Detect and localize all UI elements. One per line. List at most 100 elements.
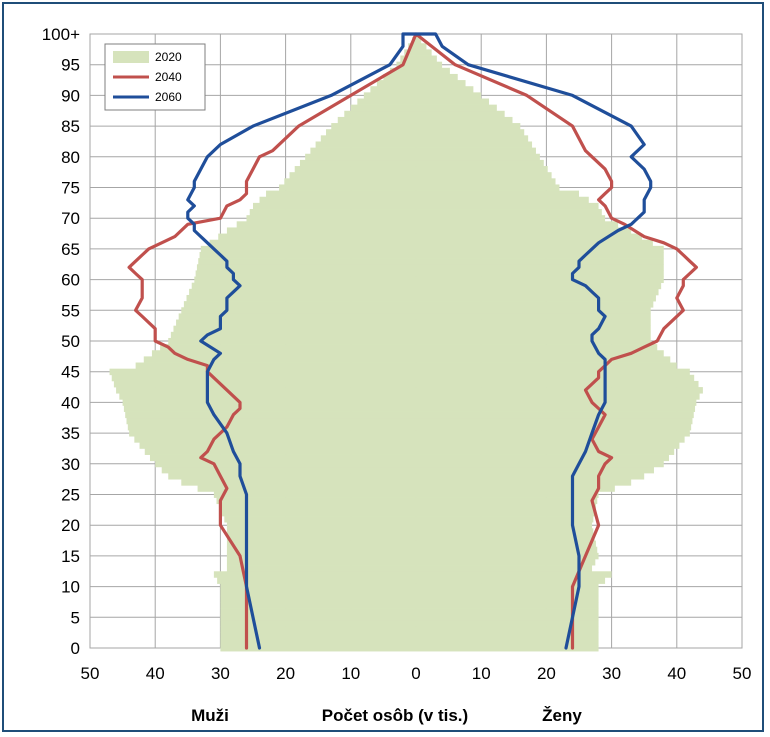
bar-2020-men — [331, 123, 416, 130]
bar-2020-women — [416, 614, 599, 621]
bar-2020-women — [416, 559, 596, 566]
y-tick-label: 100+ — [42, 25, 80, 44]
bar-2020-women — [416, 430, 690, 437]
bar-2020-men — [220, 626, 416, 634]
bar-2020-women — [416, 479, 632, 486]
bar-2020-women — [416, 571, 612, 578]
bar-2020-women — [416, 288, 659, 296]
y-tick-label: 0 — [71, 639, 80, 658]
bar-2020-men — [195, 270, 416, 277]
bar-2020-men — [198, 258, 416, 265]
bar-2020-men — [219, 503, 416, 511]
bar-2020-women — [416, 454, 669, 462]
bar-2020-women — [416, 190, 579, 198]
bar-2020-men — [220, 632, 416, 640]
bar-2020-women — [416, 313, 651, 320]
bar-2020-women — [416, 497, 598, 505]
bar-2020-women — [416, 282, 662, 290]
legend-label-2040: 2040 — [155, 70, 182, 84]
bar-2020-men — [151, 350, 416, 357]
bar-2020-men — [396, 61, 416, 69]
bar-2020-men — [220, 595, 416, 603]
y-tick-label: 95 — [61, 56, 80, 75]
bar-2020-men — [220, 614, 416, 621]
bar-2020-men — [310, 147, 416, 155]
legend-swatch-2020 — [113, 51, 149, 63]
bar-2020-women — [416, 43, 427, 50]
bar-2020-men — [178, 313, 416, 320]
x-axis-ticks: 50 40 30 20 10 0 10 20 30 40 50 — [81, 664, 752, 683]
bar-2020-men — [129, 430, 416, 437]
bar-2020-men — [220, 583, 416, 591]
bar-2020-men — [183, 301, 416, 308]
y-tick-label: 50 — [61, 332, 80, 351]
bar-2020-women — [416, 325, 651, 333]
y-tick-label: 5 — [71, 608, 80, 627]
y-tick-label: 35 — [61, 424, 80, 443]
bar-2020-men — [111, 374, 416, 382]
bar-2020-men — [370, 86, 416, 93]
bar-2020-women — [416, 202, 599, 210]
y-tick-label: 75 — [61, 179, 80, 198]
bar-2020-women — [416, 350, 664, 357]
bar-2020-men — [134, 436, 416, 443]
bar-2020-men — [220, 589, 416, 597]
bar-2020-women — [416, 595, 599, 603]
y-tick-label: 85 — [61, 117, 80, 136]
bar-2020-women — [416, 73, 458, 81]
bar-2020-women — [416, 423, 692, 431]
bar-2020-men — [294, 166, 416, 173]
bar-2020-men — [246, 215, 416, 222]
bar-2020-men — [226, 540, 416, 548]
bar-2020-men — [173, 325, 416, 333]
bar-2020-women — [416, 534, 595, 541]
bar-2020-women — [416, 626, 599, 634]
x-center-label: Počet osôb (v tis.) — [322, 706, 468, 725]
bar-2020-women — [416, 393, 700, 400]
bar-2020-women — [416, 129, 525, 136]
bar-2020-men — [200, 245, 416, 253]
bar-2020-men — [305, 153, 416, 161]
bar-2020-men — [279, 184, 416, 191]
bar-2020-men — [226, 528, 416, 535]
bar-2020-men — [226, 559, 416, 566]
bar-2020-men — [170, 331, 416, 339]
bar-2020-women — [416, 522, 593, 529]
bar-2020-women — [416, 442, 680, 449]
bar-2020-women — [416, 245, 664, 253]
bar-2020-women — [416, 436, 685, 443]
bar-2020-women — [416, 540, 596, 548]
bar-2020-women — [416, 387, 703, 394]
bar-2020-women — [416, 589, 599, 597]
bar-2020-women — [416, 509, 595, 517]
bar-2020-men — [218, 233, 416, 241]
bar-2020-men — [176, 319, 416, 327]
bar-2020-women — [416, 116, 513, 124]
bar-2020-women — [416, 516, 594, 523]
bar-2020-men — [213, 571, 416, 578]
bar-2020-men — [404, 49, 416, 56]
bar-2020-women — [416, 196, 589, 204]
bar-2020-women — [416, 417, 693, 425]
series-lines — [127, 32, 698, 650]
x-tick-label: 20 — [276, 664, 295, 683]
bar-2020-men — [220, 644, 416, 652]
bar-2020-women — [416, 552, 599, 560]
bar-2020-men — [344, 110, 416, 118]
bar-2020-women — [416, 503, 596, 511]
bar-2020-men — [226, 227, 416, 234]
bar-2020-men — [155, 460, 416, 468]
bar-2020-men — [224, 516, 416, 523]
bar-2020-women — [416, 577, 606, 584]
bar-2020-women — [416, 374, 695, 382]
bar-2020-women — [416, 601, 599, 609]
bar-2020-men — [196, 264, 416, 271]
bar-2020-women — [416, 632, 599, 640]
bar-2020-women — [416, 270, 664, 277]
bar-2020-women — [416, 135, 529, 142]
bar-2020-women — [416, 37, 422, 44]
bar-2020-women — [416, 166, 548, 173]
bar-2020-men — [363, 92, 416, 99]
x-tick-label: 10 — [341, 664, 360, 683]
